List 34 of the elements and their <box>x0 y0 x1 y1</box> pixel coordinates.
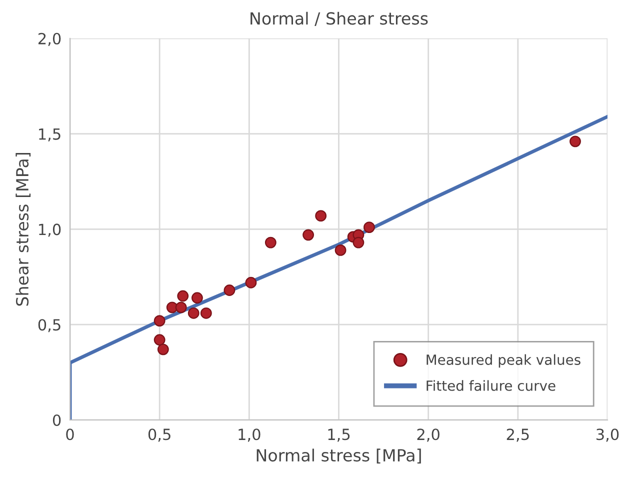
point <box>352 236 364 248</box>
point <box>192 292 203 304</box>
x-tick-label: 0,5 <box>148 428 170 442</box>
legend-label: Fitted failure curve <box>426 380 556 391</box>
point <box>315 210 327 222</box>
x-tick-label: 3,0 <box>596 428 619 442</box>
y-axis-title: Shear stress [MPa] <box>16 152 31 306</box>
y-tick-label: 0 <box>52 414 61 426</box>
point <box>364 222 375 233</box>
point <box>302 229 314 241</box>
legend-label: Measured peak values <box>426 354 580 368</box>
point <box>245 276 257 288</box>
point <box>200 307 212 319</box>
point <box>334 244 346 256</box>
point <box>177 290 189 302</box>
point <box>188 307 200 319</box>
point <box>154 334 166 346</box>
point <box>157 344 169 356</box>
y-tick-label: 1,5 <box>39 128 60 142</box>
chart-title: Normal / Shear stress <box>250 12 428 26</box>
x-tick-label: 1,5 <box>328 428 350 442</box>
x-tick-label: 0 <box>66 428 74 440</box>
point <box>570 136 581 148</box>
x-tick-label: 1,0 <box>238 428 260 442</box>
x-tick-label: 2,5 <box>506 428 529 442</box>
x-axis-title: Normal stress [MPa] <box>256 448 421 464</box>
point <box>224 284 236 296</box>
y-tick-label: 0,5 <box>38 319 60 332</box>
point <box>154 315 166 326</box>
point <box>264 236 276 248</box>
y-tick-label: 2,0 <box>38 32 61 46</box>
y-tick-label: 1,0 <box>39 224 61 237</box>
x-tick-label: 2,0 <box>417 428 440 442</box>
point <box>175 302 187 314</box>
